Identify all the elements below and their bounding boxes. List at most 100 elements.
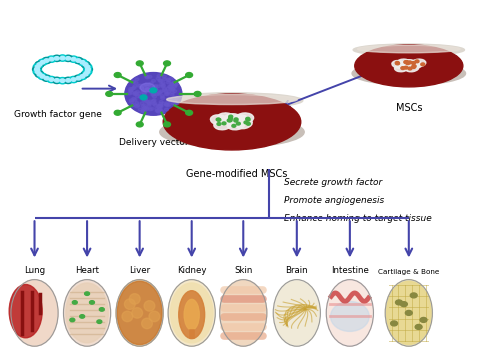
Ellipse shape: [353, 44, 465, 56]
Text: Promote angiogenesis: Promote angiogenesis: [284, 196, 384, 205]
Ellipse shape: [330, 302, 369, 331]
Ellipse shape: [358, 45, 460, 53]
Circle shape: [140, 95, 147, 100]
Text: Brain: Brain: [286, 266, 308, 276]
Circle shape: [132, 97, 136, 100]
Circle shape: [152, 85, 156, 88]
Circle shape: [76, 77, 81, 80]
Circle shape: [151, 94, 155, 96]
Circle shape: [390, 321, 398, 326]
Circle shape: [146, 76, 150, 79]
Ellipse shape: [116, 279, 163, 346]
Circle shape: [83, 73, 88, 76]
Circle shape: [141, 109, 145, 112]
Circle shape: [173, 99, 177, 102]
Circle shape: [156, 85, 160, 88]
Circle shape: [130, 99, 134, 102]
Circle shape: [186, 110, 192, 115]
Circle shape: [142, 107, 146, 110]
Circle shape: [172, 97, 175, 100]
Circle shape: [169, 88, 173, 91]
Circle shape: [143, 83, 147, 86]
Circle shape: [146, 88, 150, 91]
Circle shape: [401, 67, 405, 69]
Circle shape: [156, 109, 160, 112]
Circle shape: [66, 57, 70, 60]
Circle shape: [34, 68, 40, 71]
Circle shape: [141, 110, 144, 113]
Circle shape: [44, 77, 49, 80]
Circle shape: [135, 78, 139, 81]
Circle shape: [158, 109, 162, 112]
Circle shape: [232, 124, 236, 127]
Circle shape: [158, 104, 162, 107]
Circle shape: [145, 88, 149, 90]
Circle shape: [164, 90, 168, 93]
Circle shape: [40, 75, 45, 78]
Circle shape: [174, 96, 178, 99]
Circle shape: [171, 88, 174, 90]
Ellipse shape: [231, 115, 249, 125]
Circle shape: [150, 82, 153, 85]
Circle shape: [154, 85, 158, 88]
Circle shape: [135, 101, 138, 104]
Text: Delivery vector: Delivery vector: [118, 138, 188, 147]
Circle shape: [85, 70, 90, 74]
Circle shape: [236, 122, 240, 125]
Circle shape: [33, 69, 42, 75]
Circle shape: [168, 85, 172, 88]
Circle shape: [222, 122, 226, 125]
Circle shape: [133, 85, 137, 88]
Circle shape: [138, 108, 142, 111]
Circle shape: [83, 64, 92, 70]
Circle shape: [134, 82, 138, 84]
Circle shape: [161, 85, 165, 88]
Text: Kidney: Kidney: [177, 266, 206, 276]
Circle shape: [64, 55, 72, 62]
Circle shape: [406, 310, 412, 315]
Circle shape: [155, 107, 158, 110]
Circle shape: [145, 75, 148, 78]
Circle shape: [71, 78, 76, 81]
Circle shape: [246, 117, 250, 120]
Ellipse shape: [9, 284, 42, 338]
Circle shape: [80, 61, 85, 64]
Circle shape: [142, 98, 146, 100]
Circle shape: [170, 84, 173, 87]
Circle shape: [42, 75, 51, 82]
Circle shape: [100, 308, 104, 311]
Circle shape: [35, 65, 40, 69]
Circle shape: [138, 95, 142, 98]
Circle shape: [78, 59, 87, 66]
Circle shape: [97, 320, 102, 324]
Text: Secrete growth factor: Secrete growth factor: [284, 178, 382, 187]
Circle shape: [44, 59, 49, 62]
Ellipse shape: [328, 281, 372, 345]
Text: MSCs: MSCs: [396, 103, 422, 112]
Circle shape: [70, 318, 75, 322]
Circle shape: [130, 91, 134, 94]
Circle shape: [152, 95, 156, 98]
Circle shape: [134, 93, 138, 96]
Circle shape: [54, 57, 60, 60]
Text: Cartilage & Bone: Cartilage & Bone: [378, 269, 440, 276]
Circle shape: [144, 106, 148, 109]
Circle shape: [132, 104, 136, 106]
Circle shape: [217, 119, 221, 121]
Circle shape: [140, 87, 143, 89]
Ellipse shape: [125, 73, 182, 115]
Ellipse shape: [178, 291, 204, 339]
Ellipse shape: [64, 279, 110, 346]
Circle shape: [144, 83, 148, 86]
Circle shape: [164, 61, 170, 66]
Circle shape: [80, 75, 85, 78]
Circle shape: [158, 108, 162, 110]
Circle shape: [168, 99, 172, 102]
Circle shape: [37, 63, 42, 66]
Ellipse shape: [235, 118, 252, 129]
Circle shape: [85, 65, 90, 69]
Circle shape: [160, 95, 164, 98]
Circle shape: [42, 57, 51, 64]
Circle shape: [156, 110, 160, 113]
Circle shape: [228, 119, 232, 122]
